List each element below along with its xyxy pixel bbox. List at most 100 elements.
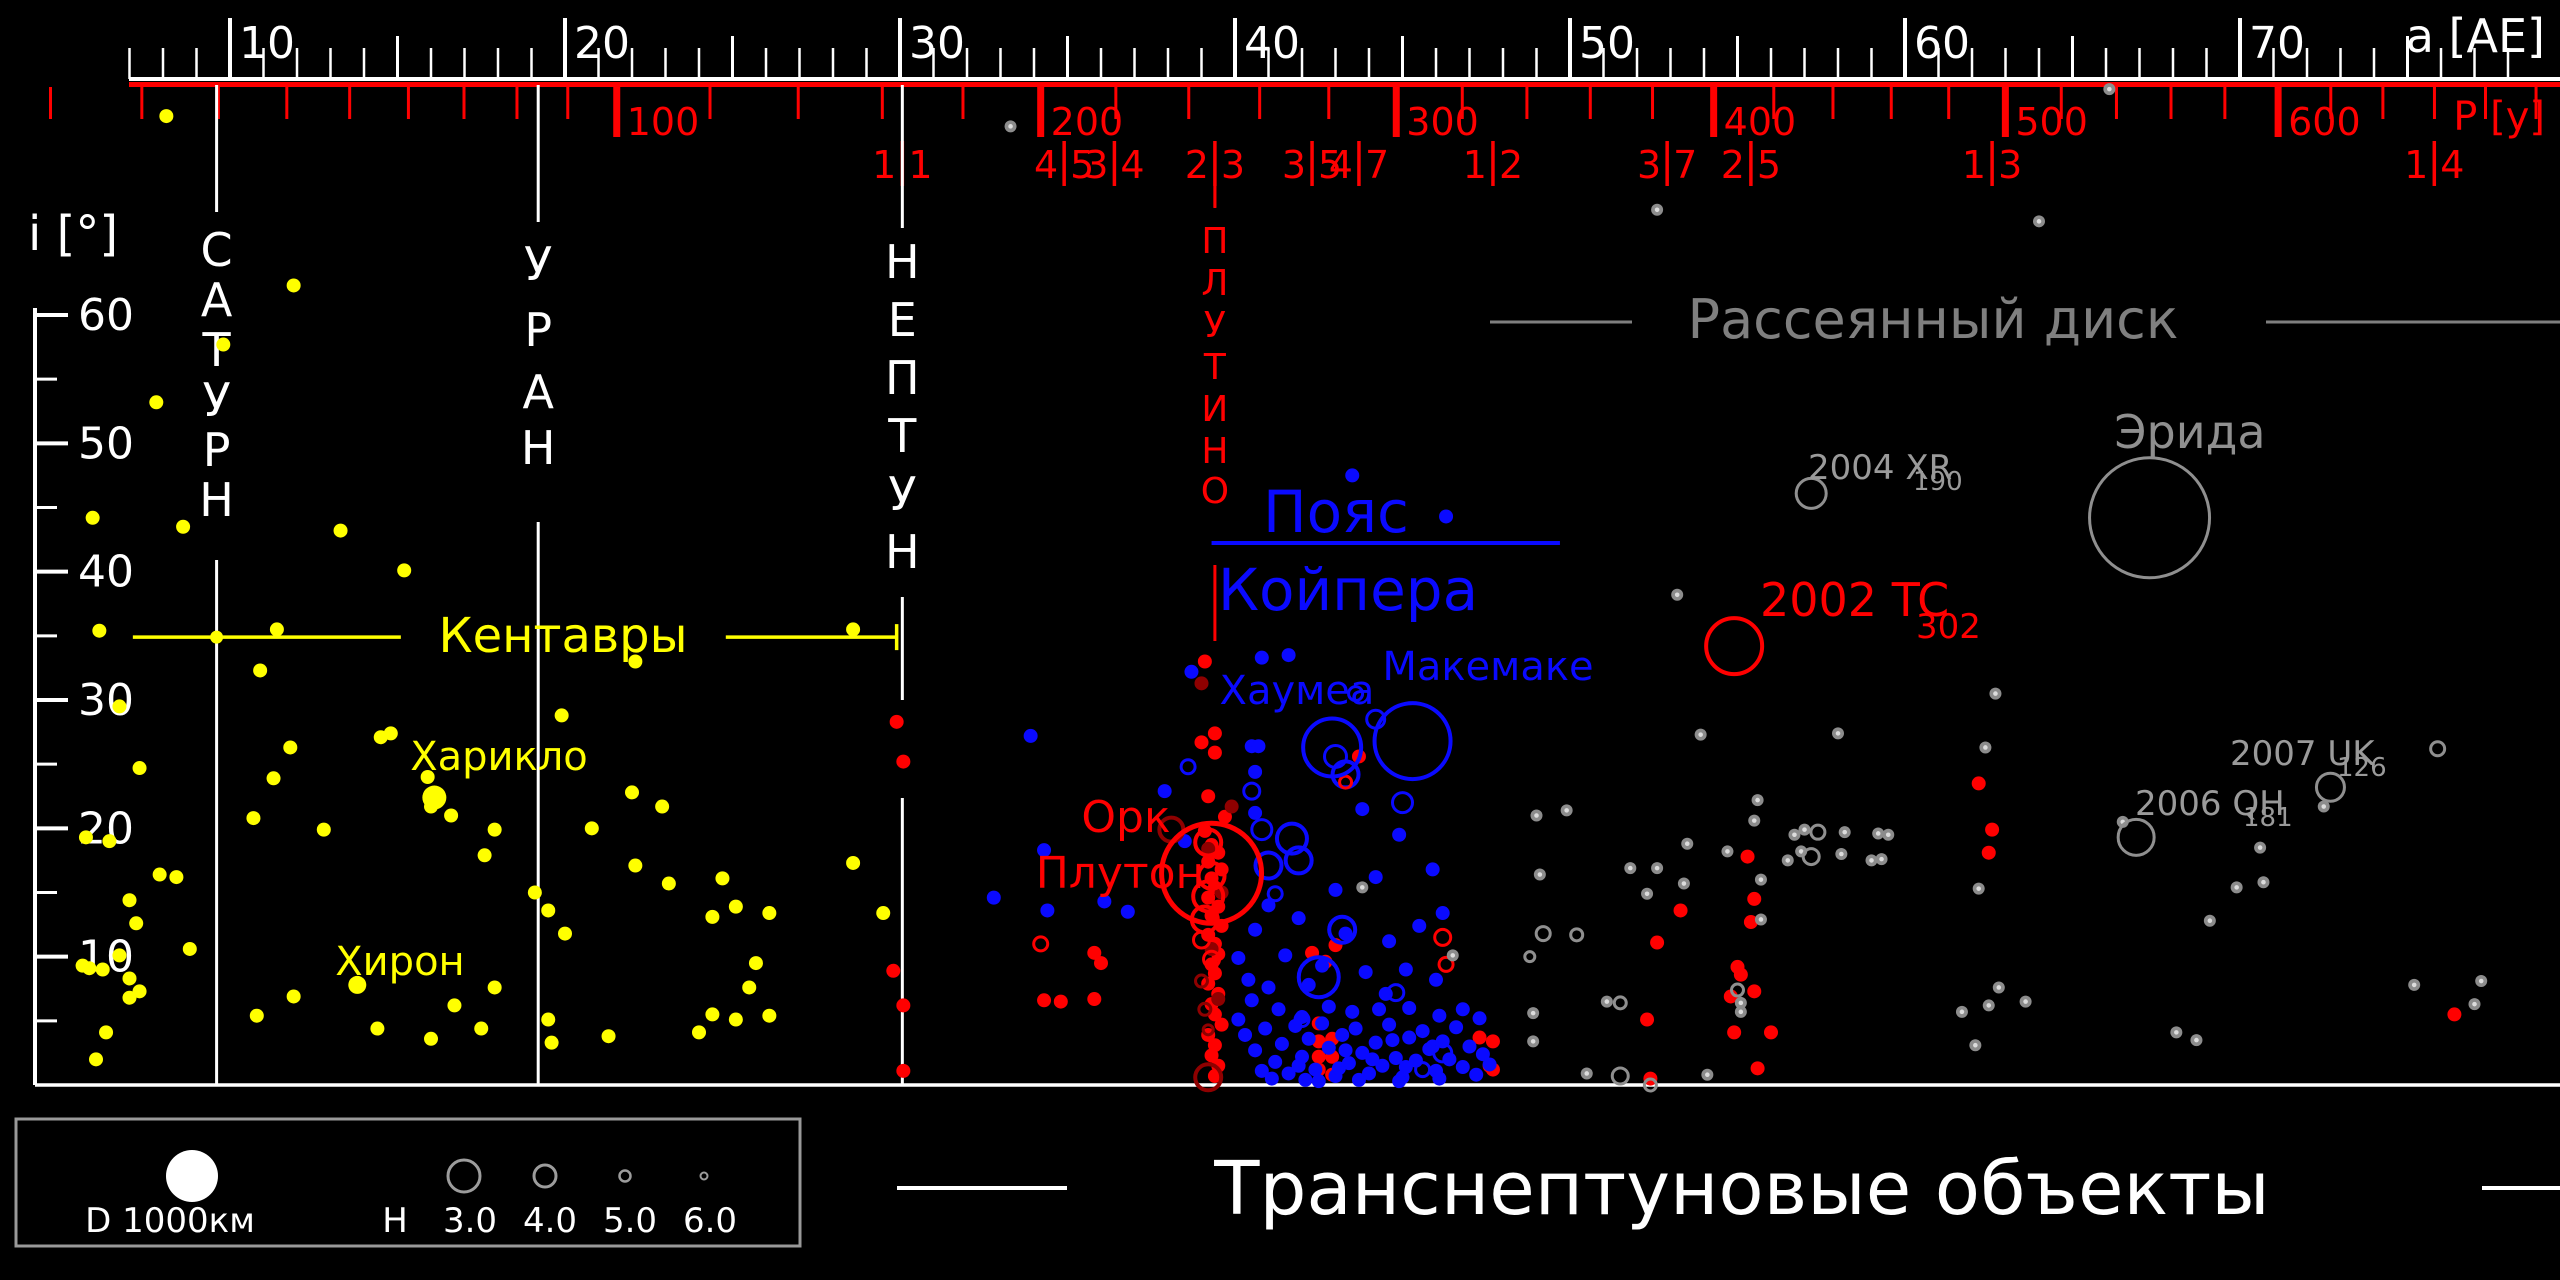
data-point — [1485, 1034, 1500, 1049]
data-point — [1157, 784, 1172, 799]
data-point — [1261, 898, 1276, 913]
data-point — [122, 990, 137, 1005]
data-point — [896, 754, 911, 769]
data-point — [424, 1031, 438, 1046]
makemake-label: Макемаке — [1382, 644, 1593, 690]
data-point — [762, 1008, 777, 1023]
data-point — [1385, 1033, 1400, 1048]
data-point-core — [1604, 999, 1610, 1004]
data-point-core — [1450, 953, 1456, 958]
centaurs-label: Кентавры — [438, 608, 687, 664]
data-point — [1398, 1060, 1413, 1075]
data-point-core — [1996, 985, 2002, 990]
data-point — [1053, 994, 1068, 1009]
planet-letter: А — [201, 273, 233, 327]
series-gray-circles — [1523, 740, 2447, 1093]
data-point — [1362, 1066, 1376, 1081]
data-point-core — [1842, 829, 1847, 835]
data-point — [1301, 1031, 1316, 1046]
data-point — [1037, 843, 1052, 858]
data-point — [1388, 1051, 1403, 1066]
data-point-core — [1875, 831, 1881, 836]
series-plutinos-red — [886, 654, 2462, 1086]
a-axis-tick-label: 40 — [1244, 18, 1300, 69]
data-point — [1415, 1024, 1430, 1039]
data-point — [1278, 948, 1293, 963]
data-point — [554, 708, 569, 723]
data-point — [1211, 992, 1226, 1007]
data-point — [692, 1025, 706, 1040]
data-point-core — [1802, 827, 1807, 832]
data-point-ring — [2429, 740, 2447, 758]
planet-letter: Н — [199, 473, 234, 527]
legend-size-3: 3.0 — [443, 1201, 497, 1241]
data-point — [112, 948, 127, 963]
data-point-core — [1008, 124, 1013, 129]
data-point — [1308, 1062, 1323, 1077]
p-axis-tick-label: 400 — [1724, 100, 1797, 144]
legend-size-6: 6.0 — [683, 1201, 737, 1241]
data-point — [1358, 965, 1373, 980]
data-point — [1985, 822, 2000, 837]
legend-size-4: 4.0 — [523, 1201, 577, 1241]
legend-size-circle — [446, 1158, 482, 1194]
chart-title: Транснептуновые объекты — [1213, 1146, 2269, 1232]
data-point — [889, 714, 904, 729]
planet-letter: Н — [885, 525, 920, 579]
xr190-subscript: 190 — [1913, 467, 1963, 497]
data-point — [1402, 1001, 1417, 1016]
legend-diameter-label: D 1000км — [85, 1201, 255, 1241]
data-point-core — [1537, 872, 1543, 877]
data-point — [246, 811, 261, 826]
a-axis-tick-label: 70 — [2249, 18, 2305, 69]
data-point-core — [2023, 999, 2028, 1004]
a-axis-tick-label: 10 — [239, 18, 295, 69]
resonance-label-left: 2 — [1185, 143, 1209, 187]
resonance-label-left: 2 — [1721, 143, 1745, 187]
data-point — [487, 822, 502, 837]
series-kuiper-circles — [1179, 685, 1454, 1079]
data-point-ring — [1569, 927, 1585, 943]
layer-points — [75, 83, 2488, 1093]
data-point-core — [1839, 851, 1844, 857]
resonance-label-right: 7 — [1673, 143, 1697, 187]
data-point — [99, 1025, 114, 1040]
data-point — [1094, 956, 1108, 971]
data-point — [1281, 1066, 1296, 1081]
data-point-core — [1993, 691, 1998, 696]
data-point — [1214, 1017, 1229, 1032]
data-point-core — [1885, 832, 1891, 838]
data-point — [1268, 1054, 1283, 1069]
resonance-label-left: 1 — [2404, 143, 2428, 187]
data-point — [1194, 676, 1209, 691]
data-point — [748, 956, 763, 971]
data-point — [1429, 972, 1443, 987]
data-point — [159, 109, 174, 124]
data-point-ring — [1801, 847, 1821, 867]
data-point — [1482, 1057, 1497, 1072]
data-point — [149, 395, 164, 410]
data-point — [1251, 739, 1266, 754]
data-point-core — [1785, 858, 1791, 863]
data-point — [1462, 1039, 1477, 1054]
data-point — [715, 871, 730, 886]
data-point — [896, 998, 911, 1013]
i-axis-label: i [°] — [28, 206, 118, 262]
data-point — [122, 893, 137, 908]
legend-box — [14, 1117, 802, 1248]
series-centaurs — [75, 109, 891, 1067]
p-axis-tick-label: 300 — [1406, 100, 1479, 144]
data-point — [705, 1007, 720, 1022]
data-point-ring — [1194, 973, 1209, 989]
data-point — [370, 1021, 385, 1036]
data-point — [283, 740, 298, 755]
p-axis-tick-label: 200 — [1051, 100, 1124, 144]
data-point — [82, 961, 97, 976]
data-point — [1971, 776, 1986, 791]
p-axis-tick-label: 500 — [2015, 100, 2088, 144]
data-point — [1412, 918, 1427, 933]
data-point — [1315, 1016, 1330, 1031]
data-point — [1274, 1036, 1289, 1051]
data-point — [1244, 993, 1259, 1008]
data-point — [129, 916, 144, 931]
